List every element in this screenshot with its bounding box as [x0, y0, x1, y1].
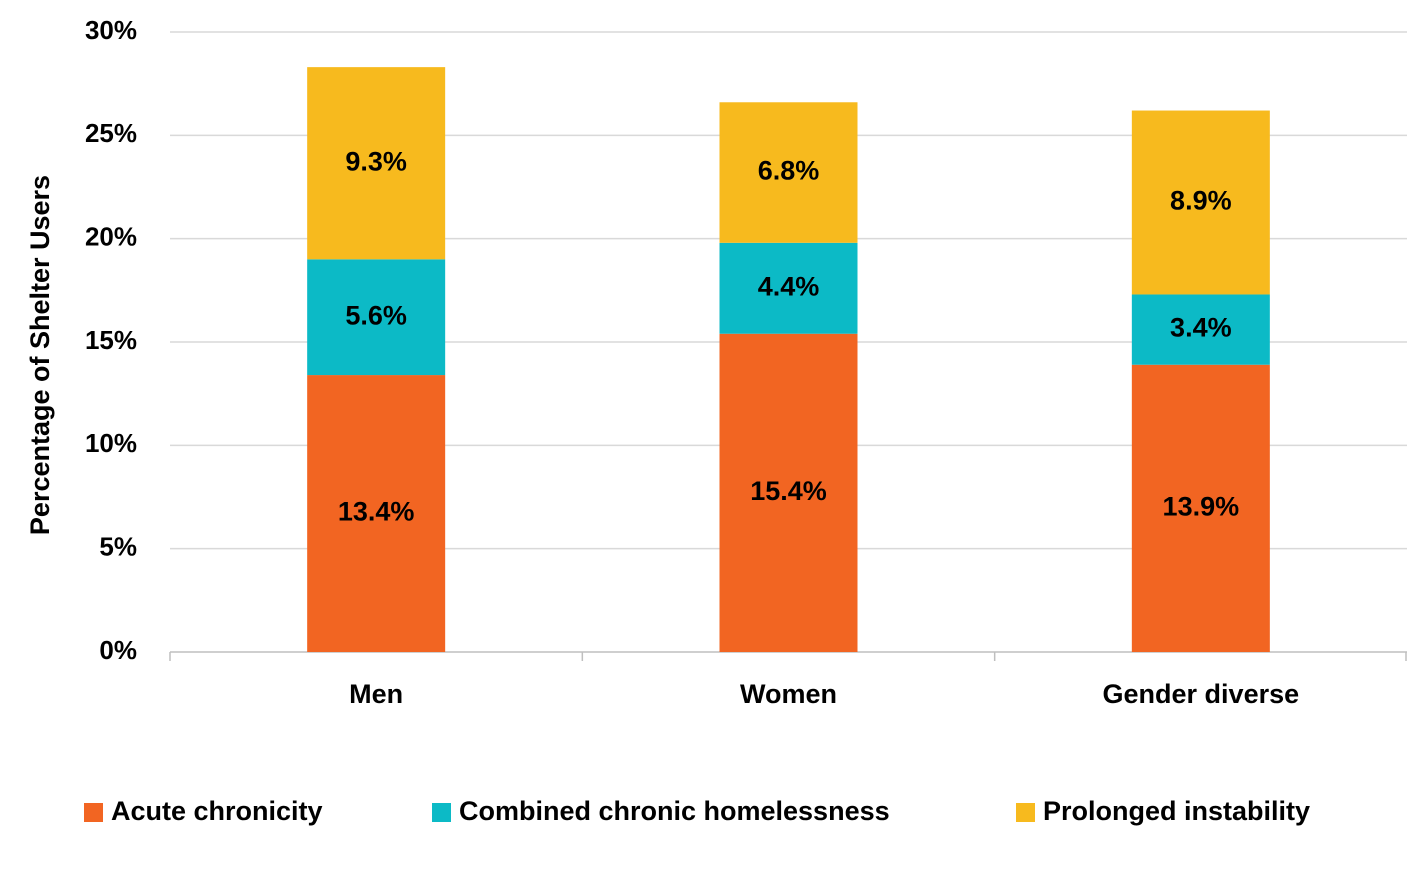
legend-label: Acute chronicity	[111, 796, 323, 826]
y-tick-label: 30%	[85, 15, 137, 45]
bar-segment	[719, 242, 858, 334]
bar-segment	[1131, 364, 1270, 652]
bar-segment	[307, 259, 446, 376]
data-label: 13.4%	[338, 497, 415, 527]
legend-swatch	[432, 803, 451, 822]
bar-segment	[307, 67, 446, 260]
y-tick-label: 5%	[99, 532, 137, 562]
data-label: 13.9%	[1163, 491, 1240, 521]
legend-label: Prolonged instability	[1043, 796, 1310, 826]
x-tick-label: Women	[740, 679, 837, 709]
bar-segment	[1131, 110, 1270, 295]
legend-swatch	[1016, 803, 1035, 822]
bar-segment	[307, 375, 446, 652]
y-tick-label: 25%	[85, 118, 137, 148]
y-tick-label: 20%	[85, 222, 137, 252]
y-tick-label: 15%	[85, 325, 137, 355]
x-tick-label: Men	[349, 679, 403, 709]
data-label: 6.8%	[758, 156, 820, 186]
bar-segment	[719, 102, 858, 243]
y-tick-label: 0%	[99, 635, 137, 665]
bar-segment	[719, 333, 858, 652]
x-tick-label: Gender diverse	[1103, 679, 1300, 709]
data-label: 9.3%	[345, 146, 407, 176]
data-label: 4.4%	[758, 271, 820, 301]
legend-label: Combined chronic homelessness	[459, 796, 890, 826]
data-label: 15.4%	[750, 476, 827, 506]
data-label: 3.4%	[1170, 313, 1232, 343]
bar-segment	[1131, 294, 1270, 365]
legend-swatch	[84, 803, 103, 822]
y-axis-label: Percentage of Shelter Users	[25, 175, 55, 535]
data-label: 8.9%	[1170, 186, 1232, 216]
y-tick-label: 10%	[85, 428, 137, 458]
data-label: 5.6%	[345, 300, 407, 330]
